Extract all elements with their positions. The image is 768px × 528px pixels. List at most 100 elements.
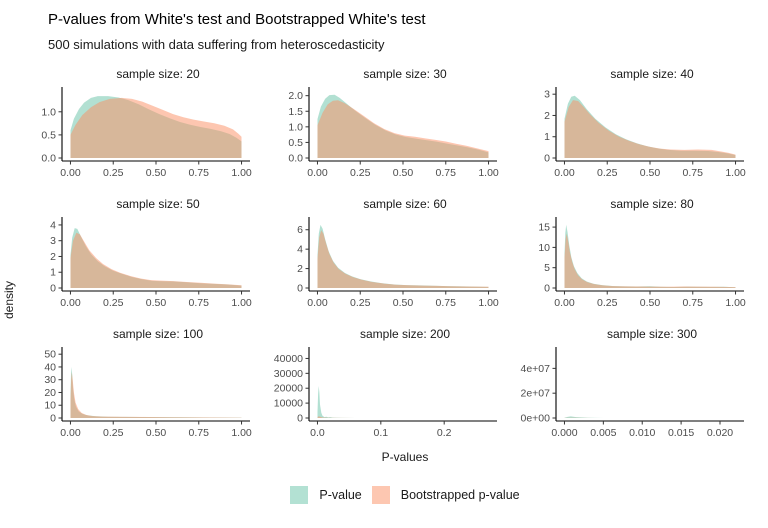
x-tick-label: 1.00 — [231, 297, 252, 309]
x-tick-label: 0.0 — [310, 427, 325, 439]
x-tick-label: 0.015 — [668, 427, 694, 439]
density-area-bootstrap — [70, 232, 242, 288]
facet-strip-label: sample size: 40 — [610, 67, 694, 81]
y-tick-label: 0.0 — [288, 153, 303, 165]
facet-plot-svg: 0.0 0.5 1.0 1.5 2.0 0.00 0.25 0.50 0.75 1.00 — [288, 87, 499, 179]
y-tick-label: 10 — [538, 242, 550, 254]
y-tick-label: 1.0 — [41, 106, 56, 118]
x-tick-label: 1.00 — [231, 427, 252, 439]
y-tick-label: 0.5 — [288, 137, 303, 149]
y-tick-label: 5 — [544, 262, 550, 274]
density-area-bootstrap — [317, 100, 489, 158]
x-tick-label: 0.50 — [146, 297, 167, 309]
y-tick-label: 4 — [297, 244, 303, 256]
y-tick-label: 2.0 — [288, 90, 303, 102]
y-tick-label: 0e+00 — [521, 413, 551, 425]
y-tick-label: 40000 — [274, 353, 303, 365]
facet-plot-svg: 0 2 4 6 0.00 0.25 0.50 0.75 1.00 — [297, 217, 499, 309]
y-tick-label: 15 — [538, 222, 550, 234]
density-area-bootstrap — [317, 416, 489, 418]
x-tick-label: 0.00 — [554, 167, 575, 179]
x-tick-label: 0.75 — [436, 297, 457, 309]
x-tick-label: 0.25 — [597, 297, 618, 309]
facet-strip-label: sample size: 60 — [363, 197, 447, 211]
y-tick-label: 2 — [297, 263, 303, 275]
facet-strip-label: sample size: 80 — [610, 197, 694, 211]
facet-panel: sample size: 200 0 10000 20000 30000 40000 0.… — [265, 325, 501, 447]
x-tick-label: 0.75 — [683, 297, 704, 309]
density-area-pvalue — [564, 224, 736, 288]
facet-plot-svg: 0 1 2 3 0.00 0.25 0.50 0.75 1.00 — [544, 87, 746, 179]
legend-item-pvalue: P-value — [290, 486, 362, 504]
y-tick-label: 10 — [44, 400, 56, 412]
page-subtitle: 500 simulations with data suffering from… — [48, 37, 385, 52]
x-tick-label: 0.50 — [640, 297, 661, 309]
x-tick-label: 0.50 — [640, 167, 661, 179]
x-tick-label: 0.25 — [103, 427, 124, 439]
y-tick-label: 3 — [50, 235, 56, 247]
plot-area: density sample size: 20 0.0 0.5 1.0 0.00 0.2… — [0, 65, 768, 504]
x-tick-label: 1.00 — [725, 297, 746, 309]
y-tick-label: 1.0 — [288, 121, 303, 133]
y-tick-label: 0 — [297, 283, 303, 295]
y-tick-label: 40 — [44, 361, 56, 373]
x-tick-label: 0.75 — [189, 167, 210, 179]
facet-grid: sample size: 20 0.0 0.5 1.0 0.00 0.25 0.50 0.7… — [0, 65, 768, 447]
x-tick-label: 1.00 — [478, 297, 499, 309]
facet-panel: sample size: 20 0.0 0.5 1.0 0.00 0.25 0.50 0.7… — [18, 65, 254, 187]
x-tick-label: 0.25 — [350, 167, 371, 179]
legend-label-pvalue: P-value — [319, 488, 362, 502]
page-title: P-values from White's test and Bootstrap… — [48, 11, 426, 28]
density-area-bootstrap — [70, 97, 242, 158]
y-tick-label: 1.5 — [288, 106, 303, 118]
facet-panel: sample size: 30 0.0 0.5 1.0 1.5 2.0 0.00 0.25 0… — [265, 65, 501, 187]
legend-item-bootstrap: Bootstrapped p-value — [371, 486, 520, 504]
legend-swatch-pvalue — [290, 486, 309, 504]
x-tick-label: 0.010 — [629, 427, 655, 439]
x-tick-label: 1.00 — [231, 167, 252, 179]
y-tick-label: 0.5 — [41, 129, 56, 141]
facet-plot-svg: 0 1 2 3 4 0.00 0.25 0.50 0.75 1.00 — [50, 217, 252, 309]
x-tick-label: 0.1 — [374, 427, 389, 439]
density-area-bootstrap — [564, 233, 736, 288]
y-tick-label: 2 — [50, 251, 56, 263]
x-tick-label: 0.50 — [146, 427, 167, 439]
x-tick-label: 0.25 — [103, 297, 124, 309]
y-tick-label: 0 — [50, 283, 56, 295]
density-area-bootstrap — [564, 100, 736, 158]
density-area-pvalue — [317, 386, 489, 418]
y-tick-label: 4 — [50, 219, 56, 231]
y-tick-label: 2e+07 — [521, 388, 551, 400]
facet-panel: sample size: 60 0 2 4 6 0.00 0.25 0.50 0.75 1.00 — [265, 195, 501, 317]
y-tick-label: 1 — [544, 131, 550, 143]
x-tick-label: 0.75 — [436, 167, 457, 179]
x-tick-label: 0.50 — [393, 167, 414, 179]
facet-plot-svg: 0e+00 2e+07 4e+07 0.000 0.005 0.010 0.015 0.020 — [521, 347, 744, 439]
facet-strip-label: sample size: 100 — [112, 327, 204, 341]
chart-header: P-values from White's test and Bootstrap… — [0, 0, 768, 53]
y-tick-label: 0 — [544, 153, 550, 165]
density-area-bootstrap — [317, 230, 489, 288]
x-tick-label: 0.00 — [554, 297, 575, 309]
facet-panel: sample size: 50 0 1 2 3 4 0.00 0.25 0.50 0.75 1.0… — [18, 195, 254, 317]
density-area-bootstrap — [70, 372, 242, 418]
y-tick-label: 30000 — [274, 368, 303, 380]
x-tick-label: 0.25 — [350, 297, 371, 309]
y-tick-label: 1 — [50, 267, 56, 279]
y-tick-label: 50 — [44, 349, 56, 361]
legend-label-bootstrap: Bootstrapped p-value — [400, 488, 520, 502]
legend: P-value Bootstrapped p-value — [62, 486, 748, 504]
facet-plot-svg: 0 5 10 15 0.00 0.25 0.50 0.75 1.00 — [538, 217, 746, 309]
y-tick-label: 10000 — [274, 398, 303, 410]
facet-plot-svg: 0 10000 20000 30000 40000 0.0 0.1 0.2 — [274, 347, 497, 439]
y-tick-label: 0 — [50, 413, 56, 425]
x-tick-label: 1.00 — [478, 167, 499, 179]
facet-strip-label: sample size: 50 — [116, 197, 200, 211]
facet-strip-label: sample size: 30 — [363, 67, 447, 81]
x-tick-label: 0.2 — [437, 427, 452, 439]
y-tick-label: 0.0 — [41, 153, 56, 165]
facet-strip-label: sample size: 200 — [359, 327, 451, 341]
y-tick-label: 20000 — [274, 383, 303, 395]
x-tick-label: 0.00 — [60, 297, 81, 309]
